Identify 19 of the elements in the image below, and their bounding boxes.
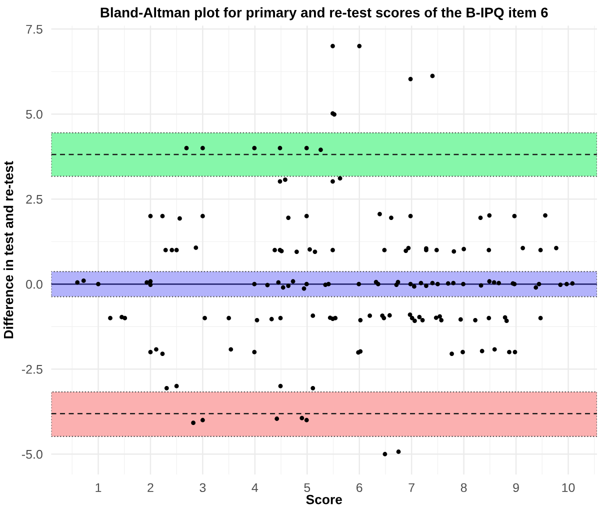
x-tick-label: 7 xyxy=(408,483,414,492)
x-tick-label: 2 xyxy=(148,483,154,492)
x-tick-label: 8 xyxy=(460,483,467,492)
x-tick-label: 6 xyxy=(356,483,362,492)
x-tick-label: 3 xyxy=(200,483,206,492)
y-tick-label: 2.5 xyxy=(26,194,42,204)
y-tick-label: 0.0 xyxy=(26,280,42,289)
chart-title: Bland-Altman plot for primary and re-test scores of the B-IPQ item 6 xyxy=(100,7,548,20)
y-tick-label: 7.5 xyxy=(26,24,42,34)
x-tick-label: 1 xyxy=(96,483,102,492)
x-axis-title: Score xyxy=(306,494,342,504)
x-tick-label: 9 xyxy=(513,483,519,492)
x-tick-label: 5 xyxy=(304,483,310,492)
y-tick-label: -5.0 xyxy=(22,450,42,459)
x-tick-label: 10 xyxy=(562,483,575,492)
x-tick-label: 4 xyxy=(252,483,258,492)
y-tick-label: -2.5 xyxy=(22,364,42,374)
y-tick-label: 5.0 xyxy=(26,110,42,119)
y-axis-title: Difference in test and re-test xyxy=(4,161,14,338)
